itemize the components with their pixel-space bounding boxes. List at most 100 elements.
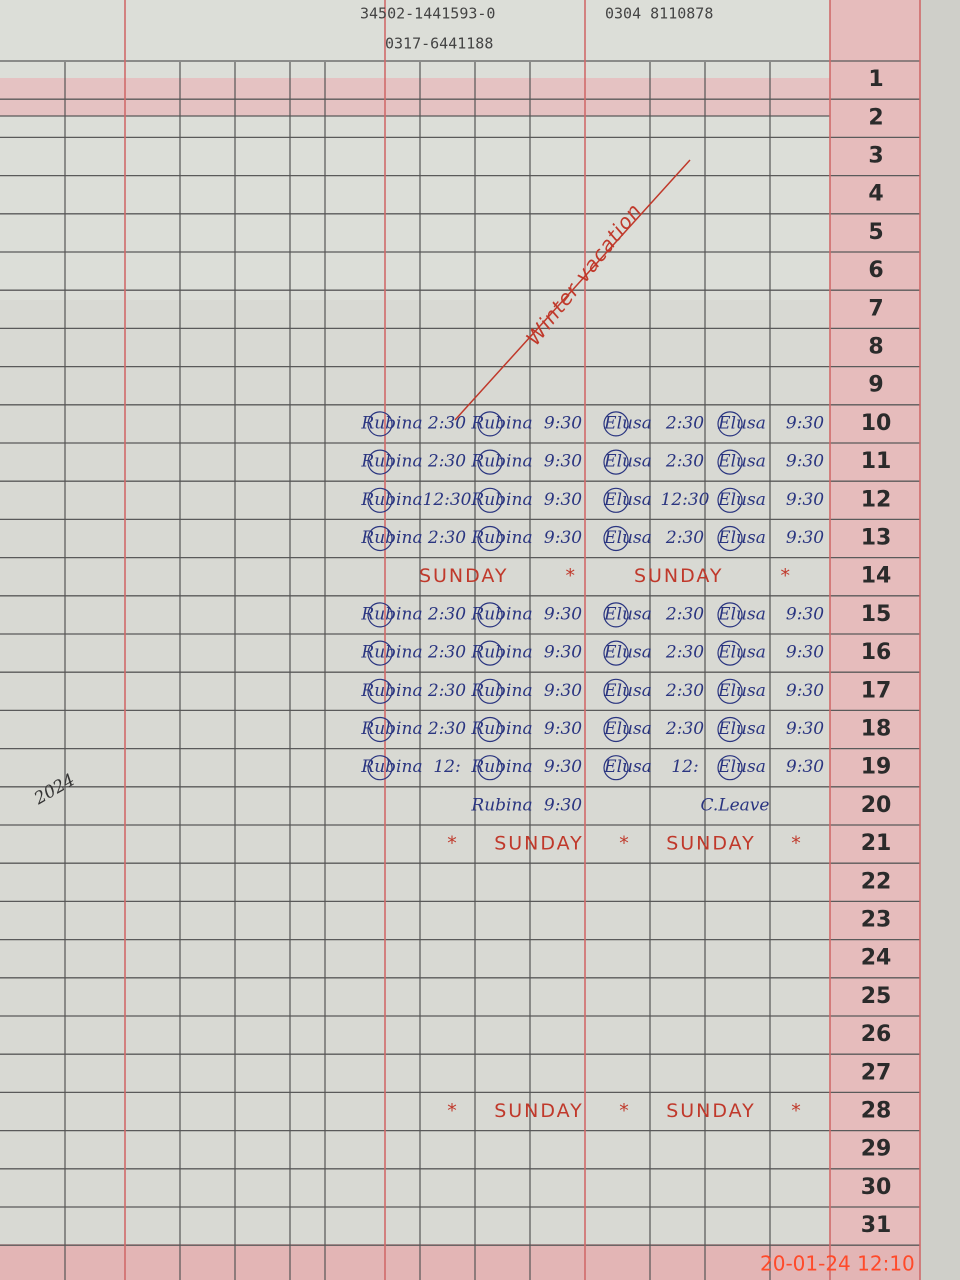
sunday-label: SUNDAY xyxy=(494,833,584,855)
signature-circle xyxy=(477,411,503,437)
signature-circle xyxy=(367,640,393,666)
time-entry: 9:30 xyxy=(544,452,582,472)
day-number: 23 xyxy=(861,908,892,933)
partial-entry: 9:30 xyxy=(544,795,582,815)
time-entry: 2:30 xyxy=(665,528,704,548)
day-number: 4 xyxy=(868,182,883,207)
partial-entry: Rubina xyxy=(470,795,532,815)
time-entry: 9:30 xyxy=(786,452,824,472)
time-entry: 12: xyxy=(433,757,460,777)
time-entry: 9:30 xyxy=(786,757,824,777)
sunday-label: * xyxy=(781,565,793,587)
signature-circle xyxy=(367,525,393,552)
time-entry: 9:30 xyxy=(544,719,582,739)
time-entry: 9:30 xyxy=(544,643,582,663)
grid xyxy=(0,0,921,1280)
timestamp: 20-01-24 12:10 xyxy=(760,1252,915,1276)
page-edge xyxy=(920,0,960,1280)
time-entry: 9:30 xyxy=(544,604,582,624)
signature-circle xyxy=(717,487,743,513)
signature-circle xyxy=(367,487,393,513)
signature-circle xyxy=(367,449,393,475)
day-number: 28 xyxy=(861,1099,892,1124)
time-entry: 2:30 xyxy=(427,604,466,624)
day-number: 27 xyxy=(861,1060,892,1085)
signature-circle xyxy=(717,755,743,781)
day-number: 12 xyxy=(861,487,892,512)
time-entry: 2:30 xyxy=(427,413,466,433)
signature-circle xyxy=(603,755,629,781)
vacation-line xyxy=(454,159,691,421)
sunday-label: SUNDAY xyxy=(494,1100,584,1122)
time-entry: 9:30 xyxy=(544,490,582,510)
time-entry: 9:30 xyxy=(544,757,582,777)
day-number: 5 xyxy=(868,220,883,245)
signature-circle xyxy=(717,411,743,437)
day-number: 14 xyxy=(861,564,892,589)
time-entry: 2:30 xyxy=(665,719,704,739)
day-number: 18 xyxy=(861,717,892,742)
time-entry: 9:30 xyxy=(786,719,824,739)
signature-circle xyxy=(367,755,393,781)
sunday-label: * xyxy=(619,1100,631,1122)
day-number: 24 xyxy=(861,946,892,971)
header-note: 34502-1441593-0 xyxy=(360,5,495,23)
signature-circle xyxy=(477,602,503,628)
signature-circle xyxy=(603,602,629,628)
signature-circle xyxy=(603,487,629,513)
sunday-label: * xyxy=(791,1100,803,1122)
day-number: 29 xyxy=(861,1137,892,1162)
signature-circle xyxy=(603,640,629,666)
footer-band xyxy=(0,1244,920,1280)
day-number: 6 xyxy=(868,258,883,283)
sunday-label: SUNDAY xyxy=(666,1100,756,1122)
signature-circle xyxy=(477,449,503,475)
day-number: 13 xyxy=(861,526,892,551)
day-number: 25 xyxy=(861,984,892,1009)
time-entry: 12:30 xyxy=(423,490,472,510)
header-note: 0317-6441188 xyxy=(385,35,493,53)
day-number: 15 xyxy=(861,602,892,627)
time-entry: 2:30 xyxy=(427,681,466,701)
time-entry: 2:30 xyxy=(665,604,704,624)
signature-circle xyxy=(477,487,503,513)
day-number: 30 xyxy=(861,1175,892,1200)
day-number: 11 xyxy=(861,449,892,474)
time-entry: 2:30 xyxy=(665,413,704,433)
time-entry: 9:30 xyxy=(544,681,582,701)
time-entry: 2:30 xyxy=(427,452,466,472)
signature-circle xyxy=(367,602,393,628)
time-entry: 9:30 xyxy=(786,490,824,510)
day-number: 19 xyxy=(861,755,892,780)
time-entry: 9:30 xyxy=(786,681,824,701)
signature-circle xyxy=(477,716,503,743)
signature-circle xyxy=(477,640,503,666)
time-entry: 9:30 xyxy=(786,528,824,548)
time-entry: 2:30 xyxy=(665,681,704,701)
paper-light xyxy=(0,0,960,300)
signature-circle xyxy=(603,449,629,475)
time-entry: 12:30 xyxy=(661,490,710,510)
signature-circle xyxy=(603,525,629,552)
day-number: 9 xyxy=(868,373,883,398)
time-entry: 12: xyxy=(671,757,698,777)
header-band xyxy=(0,78,830,116)
day-number: 17 xyxy=(861,678,892,703)
day-number: 2 xyxy=(868,105,883,130)
sunday-label: SUNDAY xyxy=(634,565,724,587)
time-entry: 2:30 xyxy=(665,643,704,663)
day-number: 26 xyxy=(861,1022,892,1047)
signature-circle xyxy=(477,755,503,781)
signature-circle xyxy=(717,525,743,552)
header-note: 0304 8110878 xyxy=(605,5,713,23)
day-number: 8 xyxy=(868,335,883,360)
day-number: 20 xyxy=(861,793,892,818)
day-number: 7 xyxy=(868,296,883,321)
day-number: 1 xyxy=(868,67,883,92)
signature-circle xyxy=(603,678,629,704)
signature-circle xyxy=(367,411,393,437)
time-entry: 2:30 xyxy=(427,643,466,663)
sunday-label: SUNDAY xyxy=(666,833,756,855)
time-entry: 9:30 xyxy=(544,413,582,433)
